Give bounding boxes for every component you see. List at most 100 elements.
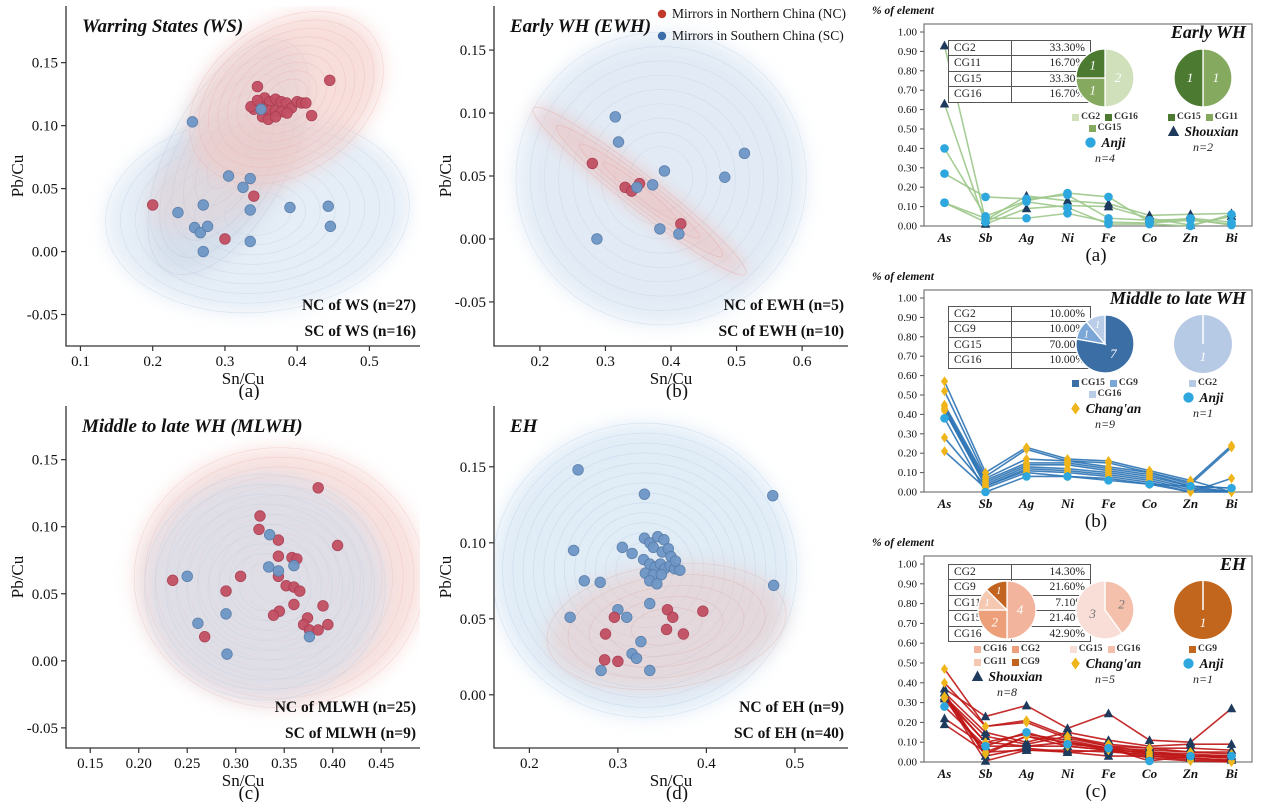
x-tick-label: 0.5 [360,354,379,370]
specimen-line [944,688,1233,743]
legend-marker [657,9,667,19]
y-tick-label: 0.90 [898,312,918,324]
site-name: Chang'an [1085,655,1142,671]
data-point [638,488,651,500]
x-category-label: Ni [1060,766,1074,781]
data-point [981,721,990,732]
x-tick-label: 0.6 [793,354,812,370]
x-category-label: Bi [1224,766,1238,781]
data-point [677,628,690,640]
legend-label: CG16 [983,644,1007,654]
data-point [253,523,265,536]
data-point [186,116,199,128]
legend-swatch [1109,379,1117,387]
data-point [644,664,656,677]
pie-legend-item: CG15 [1069,644,1103,655]
site-name: Anji [1101,134,1126,150]
data-point [234,570,247,583]
y-tick-label: -0.05 [27,308,58,324]
pie-charts-block: 7 1 1 CG15 CG9 CG16 Chang'an n=9 1 CG2 Anji n=1 [1058,312,1250,432]
x-tick-label: 0.45 [368,756,394,772]
x-tick-label: 0.1 [71,354,90,370]
data-point [220,608,232,620]
data-point [237,181,249,194]
data-point [284,201,296,214]
series-lines [943,668,1233,763]
pie-legend-item: CG11 [974,657,1007,668]
data-point [1183,392,1195,404]
scatter-panel-warring-states: -0.05 0.00 0.05 0.10 0.15 0.1 0.2 0.3 0.4 0.5 Sn/C… [8,2,432,402]
data-point [219,233,231,245]
data-point [1227,751,1236,761]
points-NC [146,74,336,245]
scatter-panel-early-wh: -0.05 0.00 0.05 0.10 0.15 0.2 0.3 0.4 0.5 0.6 Sn/C… [436,2,860,402]
legend-swatch [1011,658,1019,666]
y-tick-label: 0.40 [898,143,918,155]
data-point [981,487,990,497]
table-cell: CG15 [948,336,1012,354]
pie-legend-row: CG11 CG9 [974,657,1040,668]
y-tick-label: 0.60 [898,638,918,650]
legend-swatch [1069,645,1077,653]
pie-chart: 1 [1174,581,1232,639]
data-point [591,233,603,245]
triangle-marker-icon [1168,125,1180,137]
x-category-label: Fe [1100,766,1116,781]
x-axis-label: Sn/Cu [650,369,693,388]
y-tick-label: -0.05 [455,295,486,311]
legend-swatch [1168,113,1175,121]
legend-label: CG16 [1116,644,1141,654]
data-point [1104,743,1113,753]
data-point [940,446,949,457]
data-point [980,756,991,765]
pie-chart: 11 [1173,48,1233,108]
site-label: Anji [1084,134,1126,151]
data-point [272,565,285,577]
y-tick-label: 0.15 [32,56,58,72]
site-name: Shouxian [1184,123,1239,139]
y-tick-label: 0.00 [32,245,58,261]
sample-count: n=2 [1192,139,1214,154]
data-point [635,635,647,648]
site-label: Shouxian [971,669,1043,685]
x-tick-label: 0.3 [596,354,615,370]
specimen-line [943,381,1232,493]
pie-slice-count: 1 [1213,70,1220,85]
data-point [1103,708,1114,718]
specimen-line [943,45,1232,221]
circle-marker-icon [1085,137,1097,149]
data-point [1022,472,1031,481]
data-point [294,585,306,597]
data-point [323,74,336,86]
data-point [1063,472,1072,481]
data-point [940,386,949,397]
data-point [940,702,949,711]
data-point [222,170,235,182]
series-lines [943,45,1232,227]
sample-count: n=1 [1192,405,1214,420]
data-point [630,652,643,665]
data-point [594,576,606,589]
data-point [598,654,611,666]
density-contours [133,447,420,708]
plot-border [923,555,1253,763]
y-tick-label: 0.20 [898,182,918,194]
table-cell: 14.30% [1011,563,1091,581]
data-point [1168,125,1180,137]
data-point [616,541,629,554]
y-tick-label: 0.00 [898,487,918,499]
data-point [263,561,275,573]
data-point [324,220,337,233]
pie-legend-item: CG15 [1168,112,1201,123]
data-point [1021,743,1032,752]
specimen-line [944,200,1232,227]
pie-legend-item: CG2 [1011,644,1040,655]
y-tick-label: 0.60 [898,370,918,382]
data-point [940,405,949,416]
data-point [939,98,950,108]
legend-label: CG11 [1214,112,1238,122]
pie-legend-item: CG9 [1011,657,1040,668]
data-point [939,40,950,50]
data-point [980,731,991,741]
y-tick-label: 0.30 [898,162,918,174]
